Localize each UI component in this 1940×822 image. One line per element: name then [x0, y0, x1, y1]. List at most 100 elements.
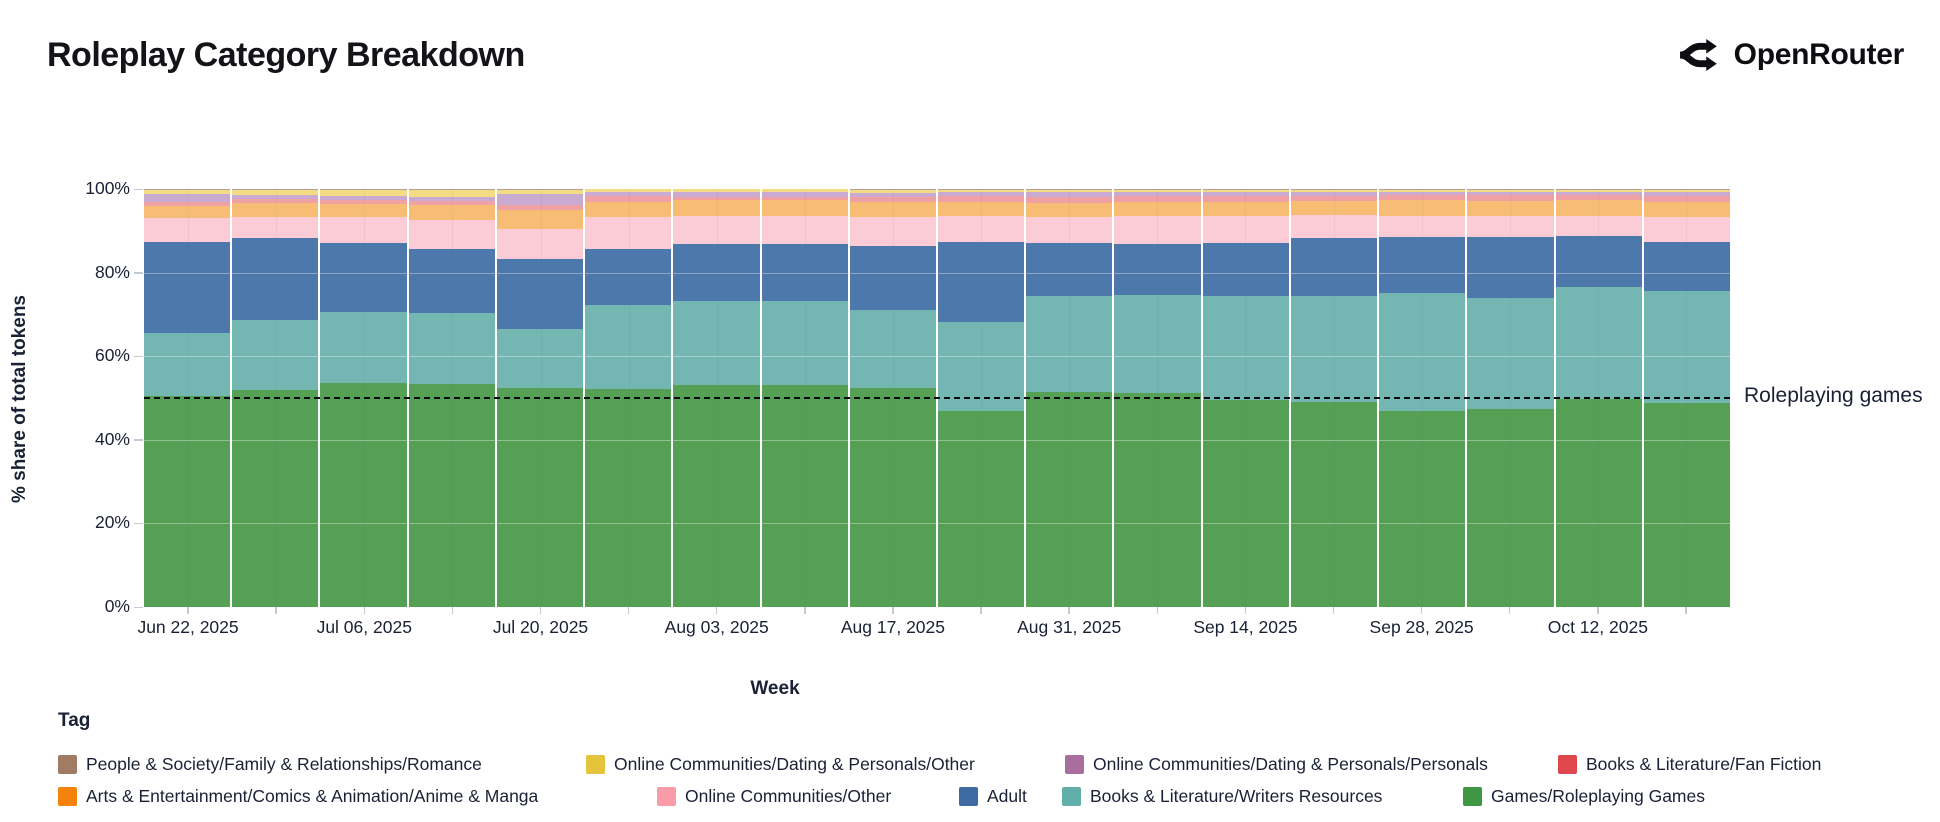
bar-segment[interactable]: [408, 312, 495, 385]
bar-segment[interactable]: [1202, 243, 1289, 296]
bar-segment[interactable]: [937, 215, 1025, 242]
bar-segment[interactable]: [496, 189, 584, 190]
bar-segment[interactable]: [232, 217, 319, 238]
bar-segment[interactable]: [761, 189, 848, 193]
bar-segment[interactable]: [849, 189, 936, 193]
bar-segment[interactable]: [673, 196, 760, 200]
bar-segment[interactable]: [1379, 410, 1466, 607]
bar-segment[interactable]: [1379, 236, 1466, 294]
bar-segment[interactable]: [1114, 243, 1201, 296]
legend-item[interactable]: People & Society/Family & Relationships/…: [58, 752, 482, 776]
bar-segment[interactable]: [232, 203, 319, 218]
bar-segment[interactable]: [1202, 196, 1289, 202]
bar-segment[interactable]: [496, 189, 584, 194]
bar-segment[interactable]: [496, 259, 584, 330]
bar-segment[interactable]: [1026, 192, 1113, 197]
bar-segment[interactable]: [496, 193, 584, 205]
bar-segment[interactable]: [144, 189, 231, 195]
bar-segment[interactable]: [1114, 189, 1201, 192]
bar-segment[interactable]: [1643, 201, 1730, 218]
bar-segment[interactable]: [585, 189, 672, 192]
bar-column[interactable]: [232, 189, 319, 607]
bar-segment[interactable]: [849, 202, 936, 217]
bar-segment[interactable]: [673, 300, 760, 386]
bar-segment[interactable]: [585, 305, 672, 389]
bar-segment[interactable]: [496, 388, 584, 607]
bar-column[interactable]: [408, 189, 495, 607]
bar-segment[interactable]: [937, 201, 1025, 216]
bar-segment[interactable]: [232, 195, 319, 200]
bar-segment[interactable]: [673, 215, 760, 245]
bar-segment[interactable]: [1379, 189, 1466, 193]
bar-segment[interactable]: [1555, 191, 1642, 195]
bar-segment[interactable]: [1555, 199, 1642, 216]
bar-segment[interactable]: [408, 205, 495, 220]
openrouter-logo[interactable]: OpenRouter: [1676, 33, 1904, 77]
bar-segment[interactable]: [937, 189, 1025, 190]
bar-column[interactable]: [849, 189, 936, 607]
bar-segment[interactable]: [232, 190, 319, 196]
bar-segment[interactable]: [1643, 189, 1730, 190]
bar-segment[interactable]: [1643, 189, 1730, 193]
bar-column[interactable]: [1202, 189, 1289, 607]
bar-segment[interactable]: [1467, 408, 1554, 607]
bar-segment[interactable]: [320, 242, 407, 313]
bar-segment[interactable]: [1026, 242, 1113, 297]
bar-segment[interactable]: [1379, 192, 1466, 195]
bar-column[interactable]: [761, 189, 848, 607]
bar-segment[interactable]: [1026, 189, 1113, 193]
bar-segment[interactable]: [1555, 287, 1642, 399]
bar-segment[interactable]: [320, 190, 407, 196]
bar-segment[interactable]: [1643, 195, 1730, 202]
bar-segment[interactable]: [1643, 402, 1730, 607]
bar-segment[interactable]: [1290, 195, 1378, 201]
bar-segment[interactable]: [1467, 298, 1554, 409]
bar-segment[interactable]: [1026, 202, 1113, 218]
bar-segment[interactable]: [144, 194, 231, 203]
bar-segment[interactable]: [849, 197, 936, 202]
bar-segment[interactable]: [1290, 191, 1378, 196]
bar-segment[interactable]: [937, 321, 1025, 411]
bar-segment[interactable]: [408, 196, 495, 202]
bar-segment[interactable]: [1026, 217, 1113, 243]
bar-segment[interactable]: [937, 189, 1025, 193]
bar-segment[interactable]: [1379, 194, 1466, 201]
bar-segment[interactable]: [1202, 216, 1289, 244]
bar-column[interactable]: [496, 189, 584, 607]
bar-segment[interactable]: [1643, 192, 1730, 196]
bar-segment[interactable]: [1202, 189, 1289, 190]
bar-segment[interactable]: [1290, 189, 1378, 192]
bar-segment[interactable]: [673, 199, 760, 216]
bar-segment[interactable]: [320, 195, 407, 200]
bar-segment[interactable]: [1467, 192, 1554, 196]
bar-segment[interactable]: [1290, 214, 1378, 239]
bar-column[interactable]: [1379, 189, 1466, 607]
bar-segment[interactable]: [320, 204, 407, 218]
bar-segment[interactable]: [1026, 296, 1113, 392]
bar-segment[interactable]: [585, 217, 672, 249]
bar-segment[interactable]: [1290, 200, 1378, 215]
bar-segment[interactable]: [937, 195, 1025, 202]
bar-segment[interactable]: [1467, 189, 1554, 193]
bar-segment[interactable]: [144, 218, 231, 243]
bar-segment[interactable]: [761, 192, 848, 197]
bar-segment[interactable]: [1467, 189, 1554, 190]
bar-segment[interactable]: [1555, 398, 1642, 607]
bar-segment[interactable]: [1643, 217, 1730, 242]
bar-column[interactable]: [585, 189, 672, 607]
legend-item[interactable]: Arts & Entertainment/Comics & Animation/…: [58, 784, 538, 808]
bar-segment[interactable]: [761, 384, 848, 607]
bar-segment[interactable]: [408, 384, 495, 607]
bar-segment[interactable]: [1114, 189, 1201, 190]
bar-segment[interactable]: [937, 192, 1025, 196]
bar-segment[interactable]: [1555, 235, 1642, 288]
bar-segment[interactable]: [408, 249, 495, 313]
bar-segment[interactable]: [849, 216, 936, 246]
bar-segment[interactable]: [408, 190, 495, 197]
bar-segment[interactable]: [1290, 402, 1378, 607]
legend-item[interactable]: Online Communities/Dating & Personals/Ot…: [586, 752, 975, 776]
bar-segment[interactable]: [585, 202, 672, 218]
bar-segment[interactable]: [144, 395, 231, 607]
bar-segment[interactable]: [1643, 291, 1730, 403]
bar-segment[interactable]: [761, 216, 848, 244]
